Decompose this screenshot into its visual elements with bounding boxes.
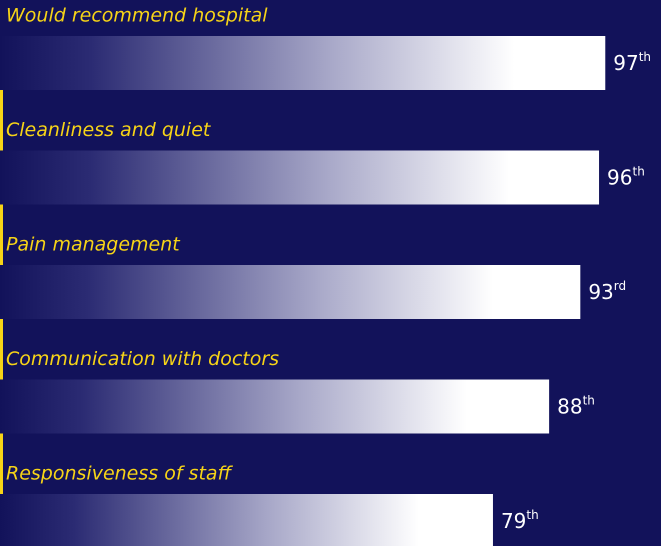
- category-label: Would recommend hospital: [6, 5, 268, 27]
- bar: [0, 150, 600, 205]
- category-label: Communication with doctors: [6, 348, 279, 370]
- value-label: 97th: [613, 50, 651, 75]
- bar: [0, 379, 550, 434]
- value-label: 96th: [607, 164, 645, 189]
- bar: [0, 265, 581, 319]
- category-label: Responsiveness of staff: [6, 463, 234, 485]
- value-label: 88th: [557, 393, 595, 418]
- category-label: Pain management: [6, 234, 181, 256]
- bar: [0, 494, 493, 546]
- value-label: 79th: [501, 508, 539, 533]
- category-label: Cleanliness and quiet: [6, 119, 212, 141]
- bar: [0, 36, 606, 90]
- value-label: 93rd: [588, 279, 626, 304]
